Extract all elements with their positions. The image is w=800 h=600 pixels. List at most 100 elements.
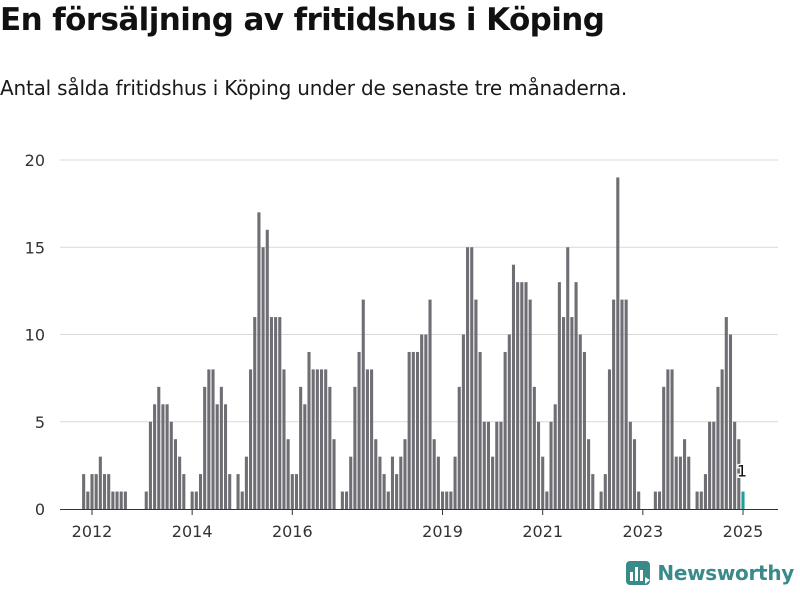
bar (737, 439, 741, 509)
bar (311, 369, 315, 509)
bar (657, 491, 662, 509)
bar (365, 369, 369, 509)
bar (190, 491, 194, 509)
bar (553, 404, 557, 509)
bar (624, 299, 628, 509)
bar (574, 282, 578, 509)
bar (102, 474, 107, 509)
chart-title: En försäljning av fritidshus i Köping (0, 2, 605, 38)
bar (453, 456, 457, 509)
bar (211, 369, 215, 509)
bar (286, 439, 290, 509)
x-tick-label: 2021 (522, 522, 563, 541)
bar (303, 404, 307, 509)
bar (415, 351, 420, 509)
newsworthy-logo-text: Newsworthy (657, 561, 794, 585)
highlight-data-label: 1 (737, 462, 747, 481)
bar (532, 386, 536, 509)
bar (370, 369, 374, 509)
bar (703, 474, 707, 509)
bar (733, 421, 737, 509)
bar (82, 474, 86, 509)
bar (708, 421, 712, 509)
bar (678, 456, 682, 509)
bar (411, 351, 415, 509)
x-tick-label: 2014 (172, 522, 213, 541)
bar (319, 369, 324, 509)
bar (599, 491, 603, 509)
bar (361, 299, 365, 509)
bar (482, 421, 486, 509)
bar (198, 474, 203, 509)
bar (720, 369, 724, 509)
bar (478, 351, 482, 509)
bar (107, 474, 111, 509)
bar (557, 282, 561, 509)
bar (486, 421, 490, 509)
bar (570, 317, 574, 509)
bar (495, 421, 499, 509)
bar (536, 421, 541, 509)
bar (687, 456, 691, 509)
bar (582, 351, 586, 509)
bar (203, 386, 207, 509)
y-tick-label: 0 (35, 500, 45, 519)
bar (182, 474, 186, 509)
bar (395, 474, 399, 509)
bar (328, 386, 332, 509)
bar (603, 474, 607, 509)
bar (607, 369, 612, 509)
y-tick-label: 10 (25, 326, 45, 345)
bar (169, 421, 173, 509)
x-tick-label: 2016 (272, 522, 313, 541)
bar (728, 334, 733, 509)
bar (474, 299, 478, 509)
bar (541, 456, 545, 509)
bar (466, 247, 470, 509)
bar (94, 474, 98, 509)
bar (215, 404, 219, 509)
bar (724, 317, 728, 509)
bar (299, 386, 303, 509)
bar (261, 247, 265, 509)
bar (153, 404, 157, 509)
bar (424, 334, 428, 509)
bar (123, 491, 127, 509)
bar (244, 456, 248, 509)
bar (637, 491, 641, 509)
bar (228, 474, 232, 509)
bar-chart: 0 5 10 15 20 2012 2014 2016 2019 2021 2023 2025 1 (25, 151, 778, 541)
bar (90, 474, 94, 509)
bar (345, 491, 349, 509)
bar (674, 456, 678, 509)
bar-highlight (741, 491, 745, 509)
x-tick-label: 2012 (72, 522, 113, 541)
bar (86, 491, 90, 509)
bar (111, 491, 115, 509)
bar (632, 439, 637, 509)
bar (253, 317, 257, 509)
bar (528, 299, 532, 509)
bar (257, 212, 261, 509)
bar (194, 491, 198, 509)
bar (407, 351, 411, 509)
bar (507, 334, 511, 509)
bar (249, 369, 253, 509)
newsworthy-logo[interactable]: Newsworthy (625, 560, 794, 586)
bar (315, 369, 319, 509)
bar (428, 299, 432, 509)
bar (374, 439, 378, 509)
bar (628, 421, 632, 509)
bar (516, 282, 520, 509)
x-tick-label: 2025 (723, 522, 764, 541)
bar (562, 317, 566, 509)
bar (653, 491, 657, 509)
bar (620, 299, 624, 509)
bar (378, 456, 382, 509)
bar (666, 369, 670, 509)
bar (353, 386, 357, 509)
bar (511, 264, 516, 509)
bar (440, 491, 445, 509)
bar (157, 386, 161, 509)
bar (357, 351, 361, 509)
